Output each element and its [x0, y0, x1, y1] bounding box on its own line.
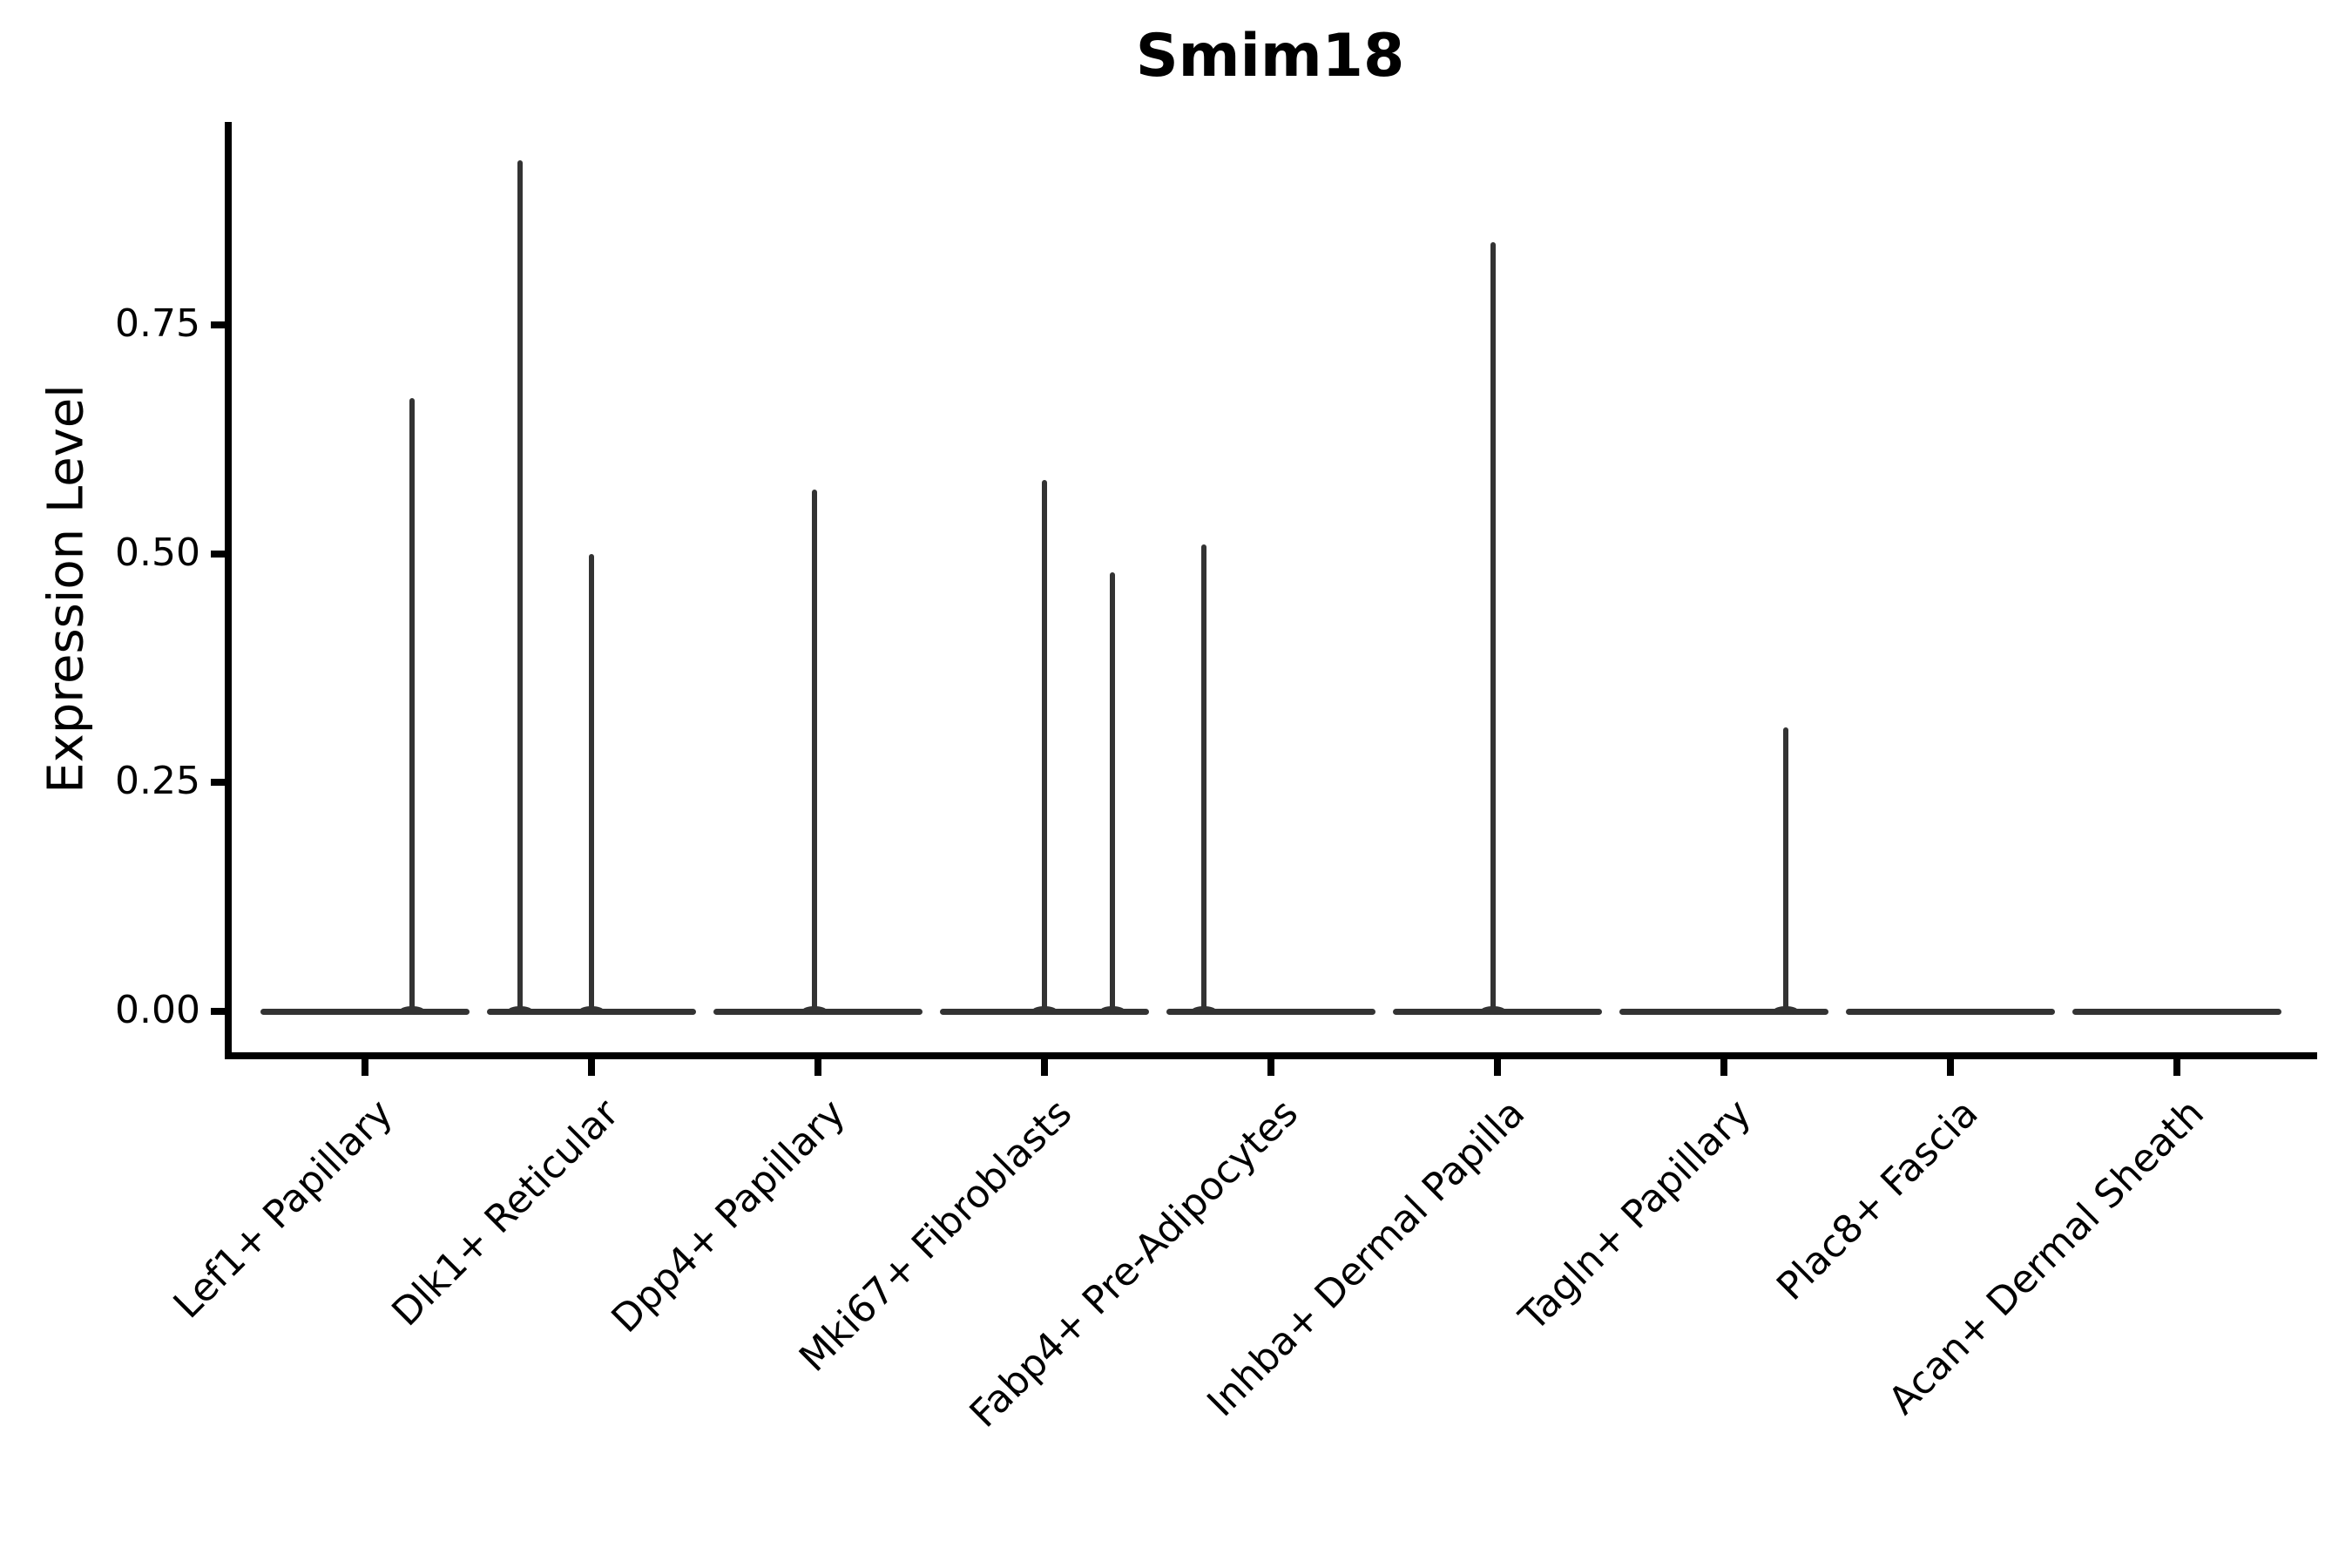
- violin-spike: [1201, 544, 1206, 1014]
- y-tick-mark: [211, 1008, 226, 1015]
- plot-title: Smim18: [1135, 22, 1405, 91]
- violin-baseline: [1166, 1008, 1375, 1015]
- y-axis-label: Expression Level: [37, 384, 95, 794]
- x-tick-mark: [1041, 1059, 1048, 1076]
- y-tick-mark: [211, 779, 226, 787]
- violin-baseline: [260, 1008, 470, 1015]
- violin-baseline: [2072, 1008, 2281, 1015]
- x-axis-spine: [225, 1052, 2317, 1059]
- x-tick-label: Lef1+ Papillary: [165, 1091, 402, 1328]
- violin-spike: [589, 553, 594, 1014]
- violin-spike: [812, 489, 817, 1014]
- x-tick-label: Dlk1+ Reticular: [383, 1091, 628, 1335]
- violin-spike: [1783, 727, 1788, 1014]
- violin-spike: [1110, 571, 1115, 1014]
- x-tick-mark: [1494, 1059, 1501, 1076]
- violin-baseline: [1846, 1008, 2055, 1015]
- y-tick-mark: [211, 550, 226, 558]
- y-tick-label: 0.75: [115, 301, 200, 346]
- y-axis-spine: [225, 122, 232, 1059]
- y-tick-mark: [211, 321, 226, 328]
- x-tick-mark: [2173, 1059, 2180, 1076]
- x-tick-label: Tagln+ Papillary: [1511, 1091, 1761, 1340]
- x-tick-mark: [814, 1059, 821, 1076]
- violin-spike: [1042, 480, 1047, 1014]
- x-tick-label: Dpp4+ Papillary: [603, 1091, 855, 1342]
- violin-baseline: [1619, 1008, 1828, 1015]
- y-tick-label: 0.25: [115, 759, 200, 804]
- x-tick-mark: [1947, 1059, 1954, 1076]
- x-tick-label: Plac8+ Fascia: [1767, 1091, 1987, 1309]
- x-tick-mark: [1267, 1059, 1274, 1076]
- violin-spike: [409, 397, 415, 1014]
- y-tick-label: 0.50: [115, 530, 200, 575]
- x-tick-mark: [588, 1059, 595, 1076]
- x-tick-mark: [362, 1059, 368, 1076]
- violin-spike: [517, 159, 523, 1014]
- x-tick-mark: [1720, 1059, 1727, 1076]
- y-tick-label: 0.00: [115, 988, 200, 1033]
- violin-spike: [1490, 242, 1496, 1014]
